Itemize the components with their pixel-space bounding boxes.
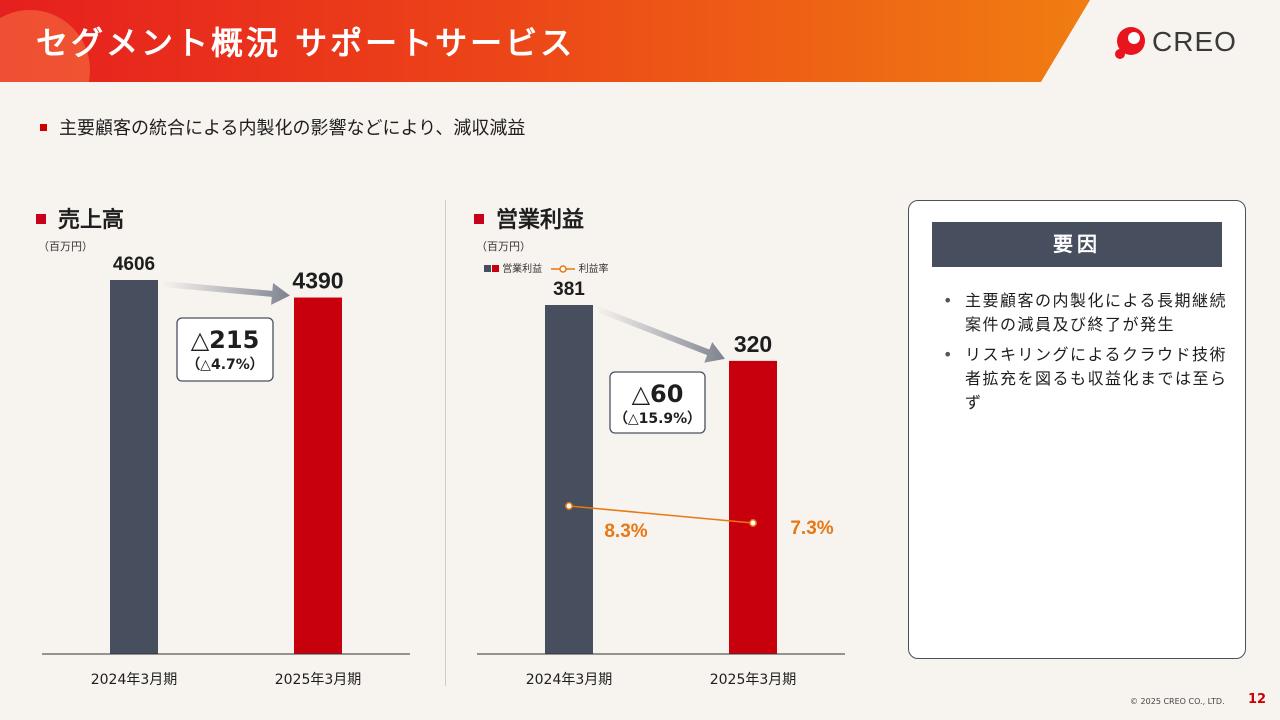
bullet-dot-icon: •: [943, 345, 954, 364]
margin-point: [565, 502, 573, 510]
logo-text: CREO: [1152, 26, 1237, 57]
factors-title: 要因: [932, 222, 1222, 267]
data-label: 4606: [113, 254, 155, 275]
bullet-dot-icon: •: [943, 291, 954, 310]
legend-line-label: 利益率: [578, 264, 609, 275]
bar-prior: [110, 280, 158, 654]
factors-panel: 要因 • 主要顧客の内製化による長期継続案件の減員及び終了が発生 • リスキリングに…: [908, 200, 1246, 659]
factor-item-text: リスキリングによるクラウド技術者拡充を図るも収益化までは至らず: [965, 345, 1228, 412]
margin-label: 8.3%: [604, 521, 647, 542]
factor-item: • リスキリングによるクラウド技術者拡充を図るも収益化までは至らず: [943, 343, 1233, 415]
data-label: 381: [553, 279, 585, 300]
bullet-square-icon: [40, 123, 47, 131]
tick-label: 2024年3月期: [526, 672, 613, 688]
summary-bullet: 主要顧客の統合による内製化の影響などにより、減収減益: [40, 114, 525, 140]
data-label: 4390: [292, 268, 343, 294]
profit-legend: 営業利益 利益率: [484, 260, 609, 275]
factor-item: • 主要顧客の内製化による長期継続案件の減員及び終了が発生: [943, 289, 1233, 337]
summary-text: 主要顧客の統合による内製化の影響などにより、減収減益: [59, 118, 526, 139]
section-square-icon: [474, 214, 484, 224]
decrease-arrow: [595, 306, 725, 363]
decrease-arrow: [161, 281, 290, 305]
factor-item-text: 主要顧客の内製化による長期継続案件の減員及び終了が発生: [965, 291, 1228, 334]
page-number: 12: [1248, 692, 1267, 707]
change-percent: （△4.7%）: [186, 357, 264, 373]
margin-point: [749, 519, 757, 527]
section-divider: [445, 200, 446, 686]
legend-current-swatch: [492, 264, 499, 272]
header-band: セグメント概況 サポートサービス: [0, 0, 1090, 82]
tick-label: 2024年3月期: [91, 672, 178, 688]
legend-bar-label: 営業利益: [502, 264, 543, 275]
sales-title-text: 売上高: [58, 208, 125, 233]
bar-current: [729, 360, 777, 654]
margin-label: 7.3%: [790, 518, 833, 539]
margin-line: [568, 505, 754, 524]
sales-section-title: 売上高: [36, 202, 124, 234]
charts-svg: 4606 4390 2024年3月期 2025年3月期 △215 （△4.7%） 381 32…: [42, 254, 845, 688]
legend-line-icon: [551, 265, 576, 273]
profit-section-title: 営業利益: [474, 202, 584, 234]
factors-list: • 主要顧客の内製化による長期継続案件の減員及び終了が発生 • リスキリングによるク…: [943, 289, 1233, 421]
change-percent: （△15.9%）: [614, 411, 701, 427]
bar-current: [294, 297, 342, 654]
creo-logo: CREO: [1114, 24, 1244, 64]
tick-label: 2025年3月期: [275, 672, 362, 688]
bar-prior: [545, 305, 593, 654]
change-value: △60: [632, 380, 684, 408]
creo-logo-icon: [1115, 27, 1145, 59]
page-title: セグメント概況 サポートサービス: [36, 24, 576, 62]
profit-unit: （百万円）: [476, 240, 531, 253]
change-box: [609, 371, 706, 434]
legend-prior-swatch: [484, 264, 491, 272]
change-value: △215: [191, 326, 260, 354]
tick-label: 2025年3月期: [710, 672, 797, 688]
change-box: [176, 317, 274, 382]
sales-unit: （百万円）: [38, 240, 93, 253]
section-square-icon: [36, 214, 46, 224]
profit-title-text: 営業利益: [496, 208, 585, 233]
data-label: 320: [734, 331, 772, 357]
copyright: © 2025 CREO CO., LTD.: [1130, 697, 1225, 706]
